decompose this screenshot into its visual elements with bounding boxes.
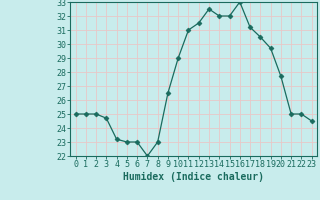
- X-axis label: Humidex (Indice chaleur): Humidex (Indice chaleur): [123, 172, 264, 182]
